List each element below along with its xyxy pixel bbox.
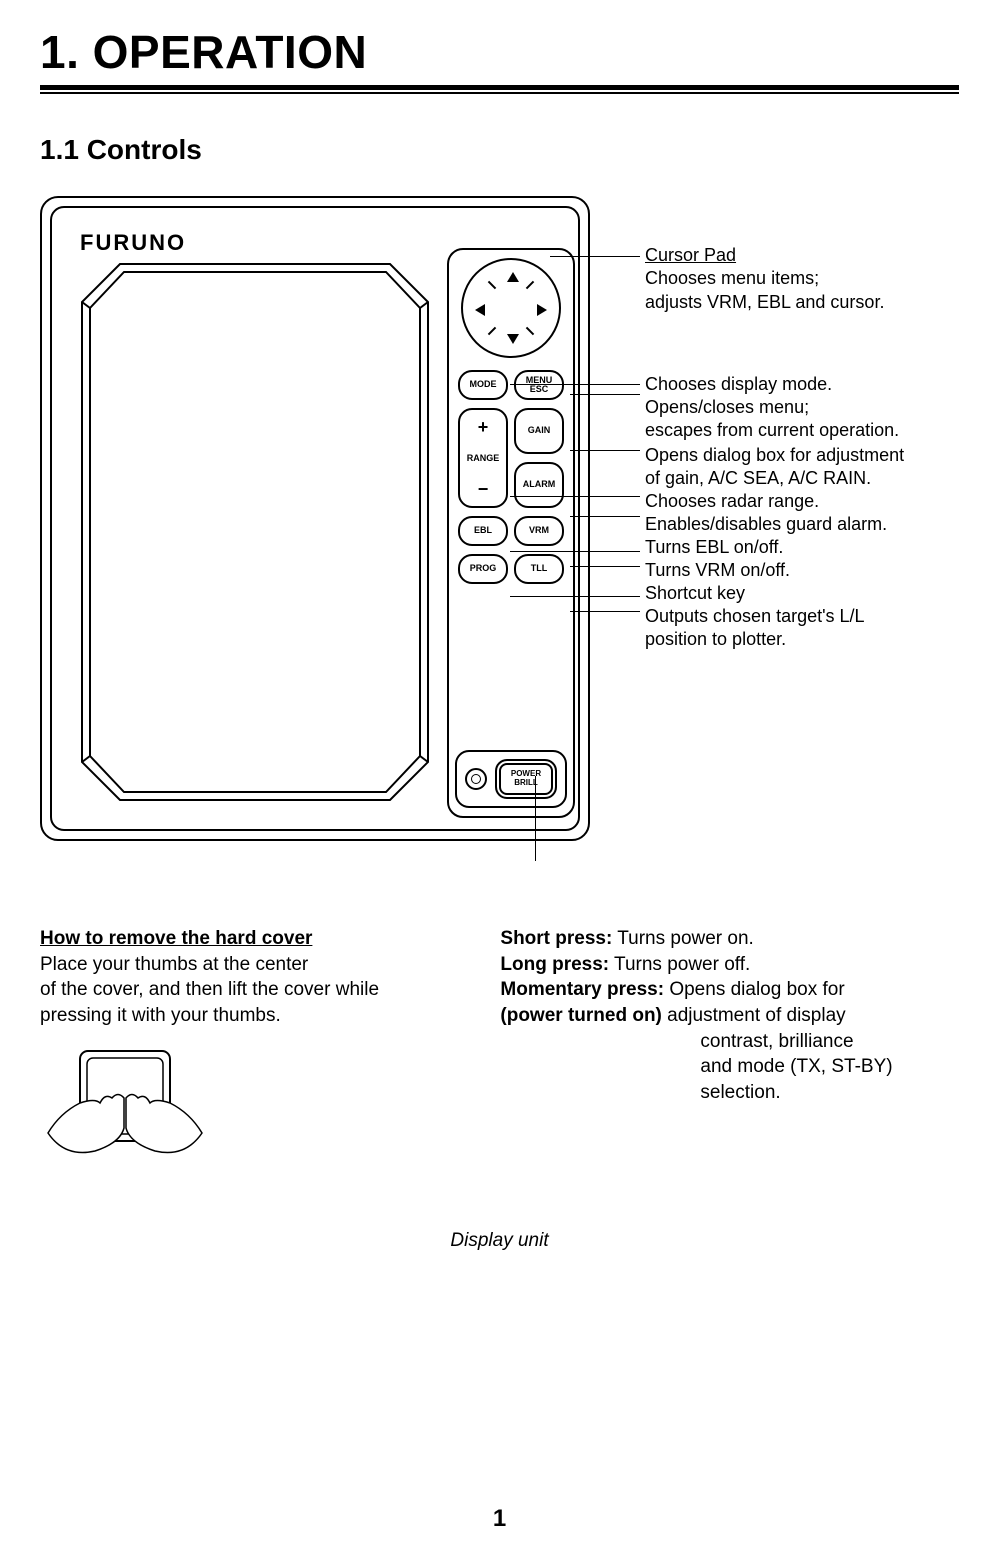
power-led-icon [465,768,487,790]
arrow-right-icon [537,304,547,316]
power-mp-t2: adjustment of display [662,1005,846,1026]
arrow-down-icon [507,334,519,344]
page-number: 1 [0,1505,999,1533]
tll-button[interactable]: TLL [514,554,564,584]
power-mp-t1: Opens dialog box for [664,979,845,1000]
cursor-pad[interactable] [461,258,561,358]
keypad: MODE MENU ESC + RANGE − GAIN ALARM [447,248,575,818]
power-mp-t3: contrast, brilliance [500,1029,959,1055]
remove-cover-l1: Place your thumbs at the center [40,952,460,978]
power-long-b: Long press: [500,954,609,975]
power-short-b: Short press: [500,928,612,949]
line-ebl [510,551,640,552]
device-inner: FURUNO [50,206,580,831]
line-range [510,496,640,497]
rule-thick [40,85,959,90]
screen-frame-svg [80,262,430,802]
arrow-ul-icon [488,281,496,289]
callout-gain-l2: of gain, A/C SEA, A/C RAIN. [645,468,871,488]
line-menu [570,394,640,395]
callout-tll-l1: Outputs chosen target's L/L [645,606,865,626]
remove-cover-title: How to remove the hard cover [40,926,460,952]
callout-mode: Chooses display mode. [645,373,832,396]
line-prog [510,596,640,597]
remove-cover-l2: of the cover, and then lift the cover wh… [40,977,460,1003]
figure-area: FURUNO [40,196,960,916]
arrow-up-icon [507,272,519,282]
line-tll [570,611,640,612]
callout-cursor-l1: Chooses menu items; [645,268,819,288]
remove-cover-l3: pressing it with your thumbs. [40,1003,460,1029]
power-short-t: Turns power on. [612,928,754,949]
rule-thin [40,92,959,94]
menu-esc-button[interactable]: MENU ESC [514,370,564,400]
hands-illustration [40,1043,210,1173]
callout-alarm: Enables/disables guard alarm. [645,513,887,536]
callout-cursor: Cursor Pad Chooses menu items; adjusts V… [645,244,884,314]
arrow-ur-icon [526,281,534,289]
line-gain [570,450,640,451]
callout-cursor-l2: adjusts VRM, EBL and cursor. [645,292,884,312]
callout-tll: Outputs chosen target's L/L position to … [645,605,865,652]
line-power [535,776,536,861]
callout-menu-l1: Opens/closes menu; [645,397,809,417]
line-vrm [570,566,640,567]
range-label: RANGE [467,453,500,463]
callout-gain-l1: Opens dialog box for adjustment [645,445,904,465]
figure-caption: Display unit [40,1230,959,1252]
callout-ebl: Turns EBL on/off. [645,536,783,559]
section-title: 1.1 Controls [40,134,959,166]
callout-menu: Opens/closes menu; escapes from current … [645,396,899,443]
power-brill-button[interactable]: POWER BRILL [495,759,557,799]
plus-icon: + [478,418,489,436]
minus-icon: − [478,480,489,498]
arrow-dr-icon [526,327,534,335]
line-mode [510,384,640,385]
line-cursor [550,256,640,257]
mode-button[interactable]: MODE [458,370,508,400]
alarm-button[interactable]: ALARM [514,462,564,508]
power-mp-b2: (power turned on) [500,1005,661,1026]
callout-vrm: Turns VRM on/off. [645,559,790,582]
callout-prog: Shortcut key [645,582,745,605]
gain-button[interactable]: GAIN [514,408,564,454]
callout-tll-l2: position to plotter. [645,629,786,649]
power-mp-b1: Momentary press: [500,979,664,1000]
screen [80,262,430,802]
prog-button[interactable]: PROG [458,554,508,584]
remove-cover-block: How to remove the hard cover Place your … [40,926,460,1180]
device-outline: FURUNO [40,196,590,841]
chapter-title: 1. OPERATION [40,25,959,79]
callout-gain: Opens dialog box for adjustment of gain,… [645,444,904,491]
lower-text-area: How to remove the hard cover Place your … [40,926,959,1180]
range-button[interactable]: + RANGE − [458,408,508,508]
callout-cursor-title: Cursor Pad [645,245,736,265]
arrow-dl-icon [488,327,496,335]
power-mp-t4: and mode (TX, ST-BY) [500,1054,959,1080]
power-mp-t5: selection. [500,1080,959,1106]
callout-menu-l2: escapes from current operation. [645,420,899,440]
ebl-button[interactable]: EBL [458,516,508,546]
arrow-left-icon [475,304,485,316]
power-frame: POWER BRILL [455,750,567,808]
callout-range: Chooses radar range. [645,490,819,513]
power-long-t: Turns power off. [609,954,750,975]
power-desc-block: Short press: Turns power on. Long press:… [500,926,959,1180]
esc-label: ESC [530,385,549,394]
brand-logo: FURUNO [80,230,186,256]
line-alarm [570,516,640,517]
vrm-button[interactable]: VRM [514,516,564,546]
